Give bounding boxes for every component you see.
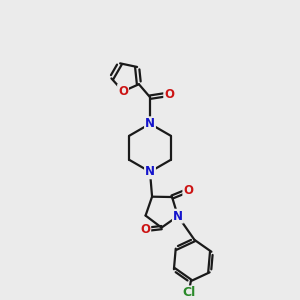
Text: O: O — [118, 85, 128, 98]
Text: Cl: Cl — [182, 286, 195, 299]
Text: O: O — [183, 184, 193, 197]
Text: N: N — [173, 210, 183, 223]
Text: N: N — [145, 165, 155, 178]
Text: N: N — [145, 117, 155, 130]
Text: O: O — [164, 88, 174, 101]
Text: O: O — [140, 223, 150, 236]
